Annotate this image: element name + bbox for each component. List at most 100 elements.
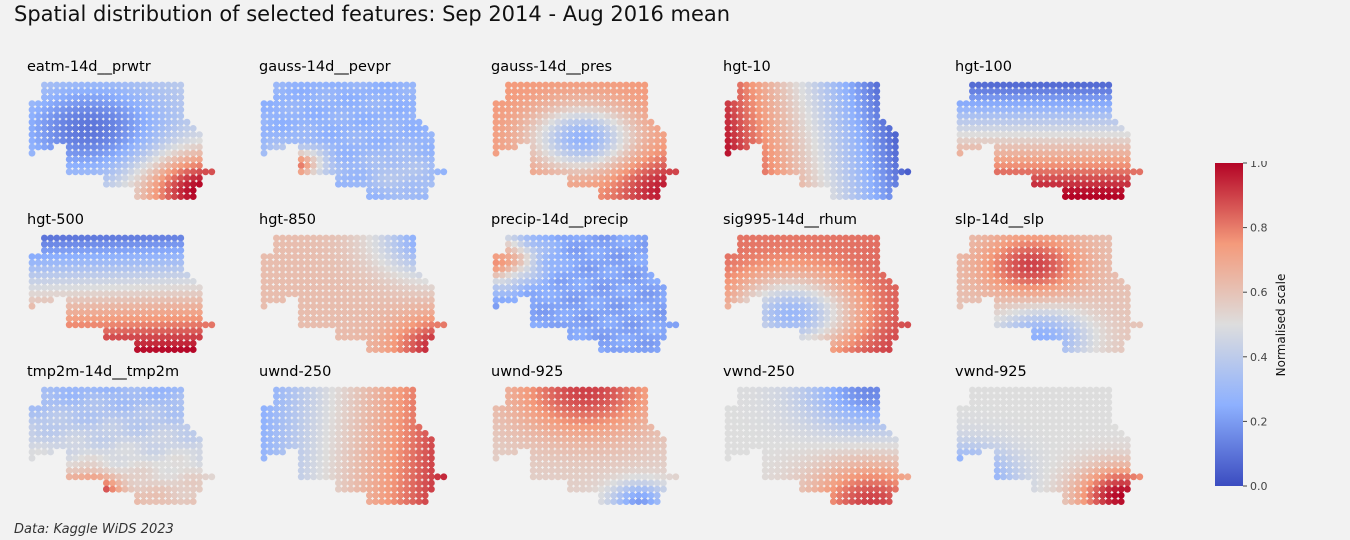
grid-point: [811, 265, 819, 273]
grid-point: [517, 290, 525, 298]
grid-point: [152, 411, 160, 419]
grid-point: [183, 168, 191, 176]
grid-point: [140, 392, 147, 400]
grid-point: [511, 87, 518, 95]
grid-point: [115, 392, 123, 400]
grid-point: [542, 149, 549, 157]
grid-point: [1018, 118, 1026, 126]
grid-point: [72, 399, 79, 406]
grid-point: [409, 253, 417, 260]
grid-point: [505, 278, 512, 285]
grid-point: [34, 296, 42, 304]
grid-point: [378, 193, 386, 200]
grid-point: [372, 309, 379, 316]
grid-point: [372, 271, 379, 279]
grid-point: [390, 234, 398, 242]
grid-point: [523, 290, 531, 298]
grid-point: [755, 81, 763, 89]
grid-point: [304, 94, 311, 101]
grid-point: [653, 302, 661, 310]
grid-point: [755, 87, 763, 95]
grid-point: [523, 94, 531, 101]
grid-point: [836, 315, 843, 322]
grid-point: [347, 321, 355, 329]
grid-point: [78, 247, 85, 254]
grid-point: [653, 346, 661, 353]
grid-point: [861, 234, 868, 242]
grid-point: [1105, 131, 1113, 138]
grid-point: [189, 492, 197, 499]
grid-point: [567, 253, 574, 260]
grid-point: [498, 100, 506, 107]
grid-point: [152, 149, 160, 157]
grid-point: [372, 461, 379, 468]
grid-point: [196, 156, 203, 163]
grid-point: [115, 87, 123, 95]
grid-point: [103, 461, 110, 468]
grid-point: [84, 87, 92, 95]
grid-point: [536, 81, 543, 89]
grid-point: [84, 149, 92, 157]
grid-point: [279, 430, 286, 437]
grid-point: [335, 137, 342, 145]
grid-point: [158, 168, 166, 176]
grid-point: [823, 180, 831, 188]
grid-point: [1049, 156, 1057, 163]
grid-point: [730, 125, 738, 132]
grid-point: [421, 278, 429, 285]
grid-point: [1074, 253, 1082, 260]
grid-point: [635, 118, 642, 126]
grid-point: [1012, 271, 1020, 279]
grid-point: [548, 87, 556, 95]
grid-point: [1068, 296, 1075, 304]
grid-point: [848, 253, 856, 260]
grid-point: [873, 309, 881, 316]
grid-point: [774, 271, 781, 279]
grid-point: [47, 430, 54, 437]
grid-point: [523, 100, 531, 107]
grid-point: [266, 296, 274, 304]
grid-point: [724, 265, 732, 273]
grid-point: [152, 430, 160, 437]
grid-point: [322, 234, 330, 242]
grid-point: [146, 174, 154, 182]
grid-point: [177, 247, 185, 254]
grid-point: [279, 386, 286, 394]
grid-point: [428, 168, 435, 176]
grid-point: [140, 100, 147, 107]
grid-point: [158, 162, 166, 169]
grid-point: [573, 271, 580, 279]
grid-point: [304, 149, 311, 157]
grid-point: [873, 284, 881, 291]
grid-point: [1068, 333, 1075, 341]
grid-point: [353, 180, 361, 188]
grid-point: [390, 423, 398, 431]
grid-point: [610, 100, 618, 107]
grid-point: [1111, 174, 1119, 182]
grid-point: [641, 94, 649, 101]
grid-point: [811, 106, 819, 114]
grid-point: [861, 149, 868, 157]
grid-point: [140, 315, 147, 322]
grid-point: [291, 131, 299, 138]
grid-point: [353, 405, 361, 412]
grid-point: [177, 436, 185, 443]
grid-point: [792, 87, 800, 95]
grid-point: [1086, 162, 1094, 169]
grid-point: [823, 278, 831, 285]
grid-point: [1074, 174, 1082, 182]
grid-point: [297, 100, 305, 107]
grid-point: [1024, 143, 1032, 151]
grid-point: [409, 118, 417, 126]
grid-point: [616, 131, 624, 138]
grid-point: [335, 118, 342, 126]
grid-point: [1080, 340, 1088, 347]
grid-point: [969, 100, 976, 107]
grid-point: [347, 386, 355, 394]
grid-point: [90, 81, 98, 89]
grid-point: [786, 296, 794, 304]
grid-point: [28, 284, 36, 291]
grid-point: [328, 94, 336, 101]
grid-point: [297, 284, 305, 291]
grid-point: [127, 399, 135, 406]
